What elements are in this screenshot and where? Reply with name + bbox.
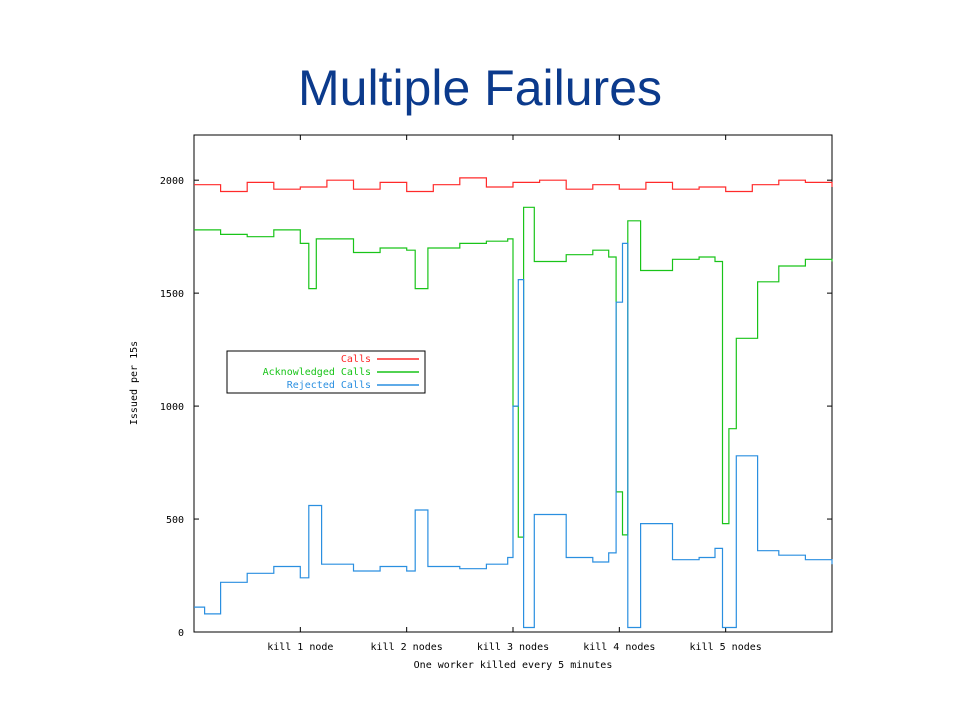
y-tick-label: 1000 — [160, 402, 184, 413]
series-line-3 — [194, 242, 833, 629]
series-layer — [194, 177, 833, 629]
legend-label: Acknowledged Calls — [263, 367, 371, 378]
y-tick-label: 0 — [178, 628, 184, 639]
y-axis: 0 500 1000 1500 2000 — [160, 176, 832, 639]
x-tick-label: kill 2 nodes — [371, 642, 443, 653]
legend-label: Calls — [341, 354, 371, 365]
x-tick-label: kill 3 nodes — [477, 642, 549, 653]
x-tick-label: kill 1 node — [267, 642, 333, 653]
x-axis: kill 1 node kill 2 nodes kill 3 nodes kill … — [267, 135, 762, 653]
x-tick-label: kill 4 nodes — [583, 642, 655, 653]
legend-label: Rejected Calls — [287, 380, 371, 391]
series-line-1 — [194, 177, 833, 193]
x-tick-label: kill 5 nodes — [690, 642, 762, 653]
y-tick-label: 500 — [166, 515, 184, 526]
y-tick-label: 1500 — [160, 289, 184, 300]
x-axis-label: One worker killed every 5 minutes — [414, 660, 613, 671]
legend: Calls Acknowledged Calls Rejected Calls — [226, 350, 426, 394]
slide-title: Multiple Failures — [297, 60, 662, 116]
y-tick-label: 2000 — [160, 176, 184, 187]
series-line-2 — [194, 206, 833, 538]
y-axis-label: Issued per 15s — [129, 341, 140, 425]
